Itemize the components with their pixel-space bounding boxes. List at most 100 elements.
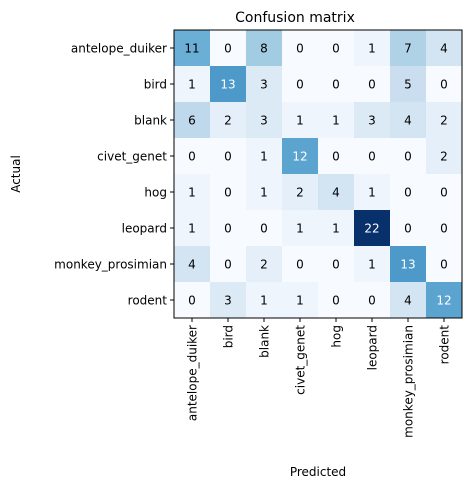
y-tick-label: monkey_prosimian [54,258,167,272]
cell-value-label: 0 [332,150,340,164]
heatmap-cell [390,30,426,66]
heatmap-cell [318,30,354,66]
cell-value-label: 7 [404,42,412,56]
heatmap-cell [210,30,246,66]
heatmap-cell [174,174,210,210]
cell-value-label: 0 [332,294,340,308]
y-tick-label: civet_genet [97,150,167,164]
cell-value-label: 3 [224,294,232,308]
x-tick-label: blank [258,325,272,358]
cell-value-label: 4 [404,294,412,308]
heatmap-cell [390,174,426,210]
heatmap-cell [246,30,282,66]
heatmap-cell [174,282,210,318]
cell-value-label: 11 [184,42,199,56]
cell-value-label: 5 [404,78,412,92]
chart-title: Confusion matrix [235,10,355,26]
heatmap-cell [174,102,210,138]
heatmap-cell [282,102,318,138]
heatmap-cell [282,138,318,174]
cell-value-label: 0 [332,78,340,92]
heatmap-cell [282,174,318,210]
cell-value-label: 6 [188,114,196,128]
cell-value-label: 1 [296,222,304,236]
cell-value-label: 13 [400,258,415,272]
cell-value-label: 0 [440,186,448,200]
heatmap-cell [174,210,210,246]
cell-value-label: 0 [224,42,232,56]
heatmap-cell [174,246,210,282]
heatmap-cell [390,282,426,318]
cell-value-label: 1 [260,294,268,308]
heatmap-cell [426,210,462,246]
cell-value-label: 0 [332,42,340,56]
cell-value-label: 1 [260,186,268,200]
cell-value-label: 1 [332,114,340,128]
cell-value-label: 12 [436,294,451,308]
heatmap-cell [354,174,390,210]
cell-value-label: 3 [260,114,268,128]
heatmap-cell [318,282,354,318]
cell-value-label: 2 [260,258,268,272]
heatmap-cell [426,102,462,138]
heatmap-cell [210,174,246,210]
cell-value-label: 0 [440,258,448,272]
heatmap-cell [246,210,282,246]
y-tick-label: bird [144,78,167,92]
heatmap-cell [426,282,462,318]
cell-value-label: 1 [188,78,196,92]
cell-value-label: 0 [404,186,412,200]
heatmap-cell [426,138,462,174]
heatmap-cell [390,138,426,174]
cell-value-label: 0 [224,150,232,164]
cell-value-label: 0 [332,258,340,272]
heatmap-cell [282,66,318,102]
heatmap-cell [318,246,354,282]
heatmap-cell [426,174,462,210]
cell-value-label: 0 [296,78,304,92]
cell-value-label: 1 [296,294,304,308]
cell-value-label: 1 [368,186,376,200]
cell-value-label: 4 [188,258,196,272]
cell-value-label: 2 [296,186,304,200]
cell-value-label: 4 [332,186,340,200]
heatmap-cell [210,66,246,102]
heatmap-cell [282,282,318,318]
heatmap-cell [282,30,318,66]
heatmap-cell [390,246,426,282]
cell-value-label: 0 [368,294,376,308]
heatmap-cell [426,66,462,102]
y-tick-label: antelope_duiker [71,42,167,56]
cell-value-label: 4 [440,42,448,56]
heatmap-cell [246,282,282,318]
cell-value-labels: 11 0 8 0 0 1 7 41 13 3 0 0 0 5 06 2 3 1 1 3 4 20 0 1 12 0 0 0 21 0 1 2 4… [184,42,451,308]
y-axis-label: Actual [9,155,23,193]
cell-value-label: 1 [332,222,340,236]
heatmap-cell [174,138,210,174]
heatmap-cell [210,282,246,318]
x-tick-label: bird [222,325,236,348]
heatmap-cells [174,30,462,318]
cell-value-label: 0 [224,186,232,200]
heatmap-cell [390,102,426,138]
x-axis-label: Predicted [290,465,346,479]
heatmap-cell [318,66,354,102]
heatmap-cell [354,66,390,102]
cell-value-label: 1 [368,42,376,56]
cell-value-label: 22 [364,222,379,236]
y-tick-label: blank [134,114,167,128]
x-tick-label: rodent [438,325,452,365]
heatmap-cell [210,210,246,246]
cell-value-label: 8 [260,42,268,56]
heatmap-cell [318,174,354,210]
cell-value-label: 0 [296,42,304,56]
cell-value-label: 2 [440,150,448,164]
cell-value-label: 3 [368,114,376,128]
cell-value-label: 1 [368,258,376,272]
heatmap-cell [354,210,390,246]
x-tick-label: monkey_prosimian [402,325,416,438]
heatmap-cell [318,102,354,138]
x-tick-label: leopard [366,325,380,370]
